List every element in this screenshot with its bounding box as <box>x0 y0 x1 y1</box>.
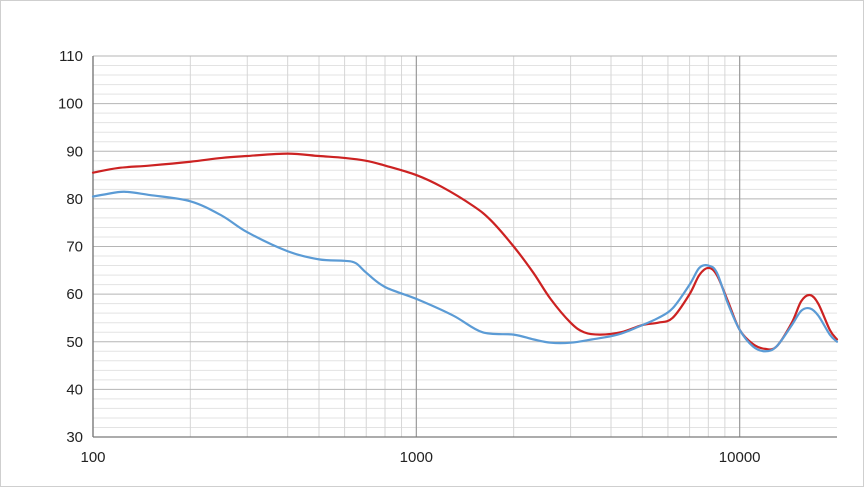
major-gridlines <box>92 55 837 438</box>
series-layer <box>91 152 839 353</box>
y-tick-label: 60 <box>66 286 83 303</box>
x-tick-label: 10000 <box>719 449 761 466</box>
y-tick-label: 40 <box>66 381 83 398</box>
series-line-2 <box>91 190 839 353</box>
y-tick-label: 70 <box>66 239 83 256</box>
series-line-1 <box>91 152 839 351</box>
y-tick-label: 90 <box>66 143 83 160</box>
x-axis-tick-labels: 100 1000 10000 <box>80 449 760 466</box>
y-tick-label: 110 <box>59 48 83 65</box>
y-tick-label: 30 <box>66 429 83 446</box>
x-tick-label: 100 <box>80 449 105 466</box>
y-axis-tick-labels: 30 40 50 60 70 80 90 100 110 <box>58 48 83 446</box>
minor-horizontal-gridlines <box>93 65 837 428</box>
y-tick-label: 100 <box>58 96 83 113</box>
x-tick-label: 1000 <box>400 449 433 466</box>
y-tick-label: 50 <box>66 334 83 351</box>
y-tick-label: 80 <box>66 191 83 208</box>
plot-frame <box>92 56 837 438</box>
